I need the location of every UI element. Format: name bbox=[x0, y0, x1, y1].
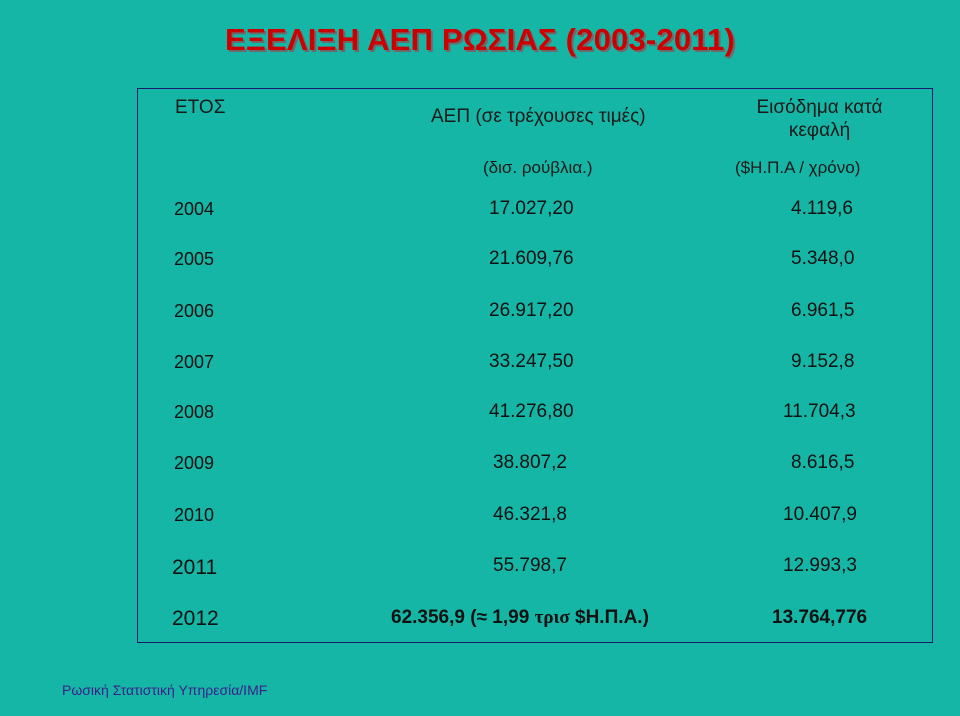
row-gdp: 17.027,20 bbox=[489, 198, 574, 219]
gdp-trillion: τρισ bbox=[534, 607, 570, 628]
header-gdp-unit: (δισ. ρούβλια.) bbox=[483, 158, 593, 177]
header-income-line1: Εισόδημα κατά bbox=[756, 97, 883, 118]
header-year: ΕΤΟΣ bbox=[175, 97, 226, 118]
header-income-line2: κεφαλή bbox=[788, 120, 851, 141]
row-gdp: 21.609,76 bbox=[489, 248, 574, 269]
row-year: 2004 bbox=[174, 199, 215, 219]
row-income-2012: 13.764,776 bbox=[772, 607, 868, 628]
row-gdp: 41.276,80 bbox=[489, 401, 574, 422]
row-income: 6.961,5 bbox=[791, 300, 855, 321]
page-title: ΕΞΕΛΙΞΗ ΑΕΠ ΡΩΣΙΑΣ (2003-2011) bbox=[225, 22, 735, 57]
row-year: 2006 bbox=[174, 301, 215, 321]
approx-symbol: ≈ bbox=[476, 607, 488, 628]
row-income: 12.993,3 bbox=[783, 555, 857, 576]
row-gdp: 33.247,50 bbox=[489, 351, 574, 372]
row-income: 11.704,3 bbox=[783, 401, 856, 422]
source-footer: Ρωσική Στατιστική Υπηρεσία/IMF bbox=[62, 682, 268, 698]
gdp-value: 62.356,9 ( bbox=[391, 607, 477, 628]
row-income: 5.348,0 bbox=[791, 248, 855, 269]
row-year: 2012 bbox=[172, 607, 219, 630]
row-gdp: 38.807,2 bbox=[493, 452, 567, 473]
row-income: 9.152,8 bbox=[791, 351, 855, 372]
row-income: 4.119,6 bbox=[791, 198, 853, 219]
row-gdp: 26.917,20 bbox=[489, 300, 574, 321]
row-year: 2005 bbox=[174, 249, 215, 269]
row-year: 2009 bbox=[174, 453, 215, 473]
row-gdp-2012: 62.356,9 (≈ 1,99 τρισ $Η.Π.Α.) bbox=[391, 607, 649, 629]
row-year: 2007 bbox=[174, 352, 215, 372]
row-income: 8.616,5 bbox=[791, 452, 855, 473]
row-year: 2008 bbox=[174, 402, 215, 422]
row-year: 2011 bbox=[172, 556, 218, 579]
header-gdp-prefix: ΑΕΠ bbox=[431, 106, 471, 127]
gdp-currency: $Η.Π.Α.) bbox=[569, 607, 649, 628]
row-gdp: 46.321,8 bbox=[493, 504, 567, 525]
row-gdp: 55.798,7 bbox=[493, 555, 567, 576]
row-income: 10.407,9 bbox=[783, 504, 857, 525]
gdp-table: ΕΤΟΣ ΑΕΠ (σε τρέχουσες τιμές) (δισ. ρούβ… bbox=[137, 88, 933, 643]
gdp-mid: 1,99 bbox=[487, 607, 535, 628]
header-gdp: ΑΕΠ (σε τρέχουσες τιμές) bbox=[431, 106, 646, 128]
row-year: 2010 bbox=[174, 505, 215, 525]
header-income-unit: ($Η.Π.Α / χρόνο) bbox=[735, 158, 861, 177]
header-gdp-rest: (σε τρέχουσες τιμές) bbox=[470, 106, 646, 127]
